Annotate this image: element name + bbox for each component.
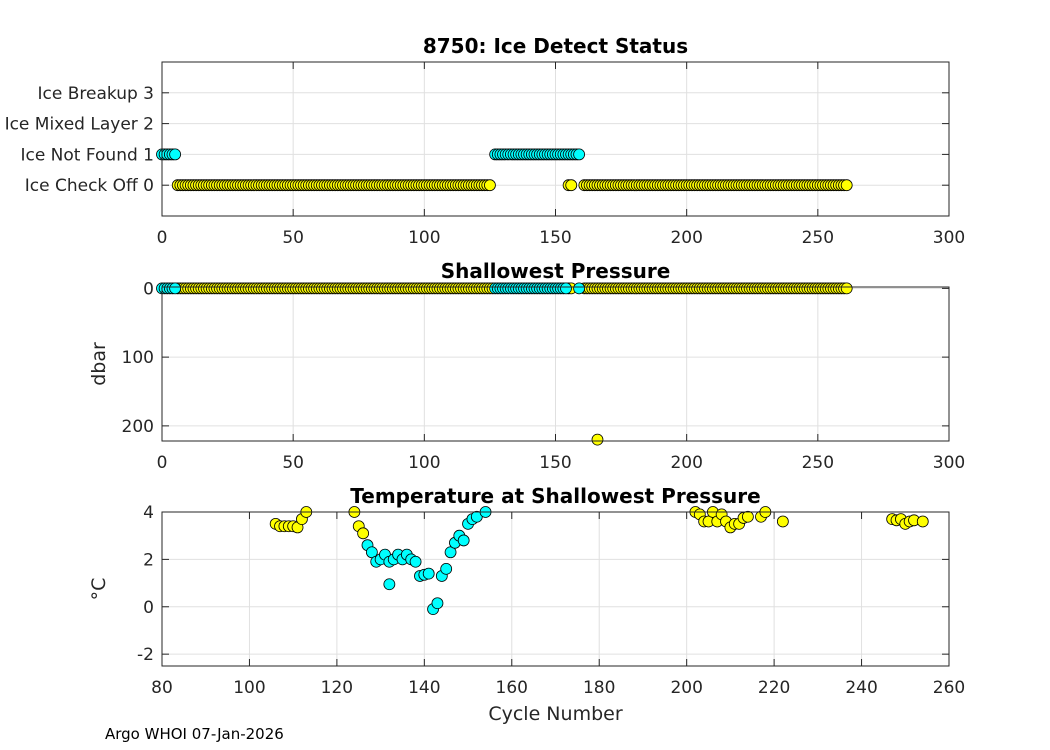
x-tick-label: 140 [408,678,440,698]
y-tick-label: -2 [137,645,154,665]
data-point-ice-not-found [741,510,754,523]
data-point-ice-detected [409,555,422,568]
axes-box [161,511,950,667]
chart-title: Shallowest Pressure [441,259,671,283]
chart-title: Temperature at Shallowest Pressure [350,484,760,508]
y-tick-label: 0 [143,279,154,299]
x-tick-label: 120 [321,678,353,698]
x-tick-label: 0 [157,228,168,248]
data-point-ice-not-found [916,515,929,528]
data-point-ice-detected [365,546,378,559]
data-point-ice-detected [169,148,182,161]
x-tick-label: 100 [408,228,440,248]
data-point-ice-not-found [565,179,578,192]
x-tick-label: 150 [539,228,571,248]
shallowest-pressure-panel: 0 50 100 150 200 250 300 0 100 200 Shallowest Pres… [88,259,965,473]
y-tick-label: Ice Check Off 0 [25,176,154,196]
data-point-ice-detected [573,282,586,295]
x-tick-label: 240 [845,678,877,698]
x-tick-label: 0 [157,453,168,473]
y-tick-label: 2 [143,550,154,570]
y-tick-label: Ice Mixed Layer 2 [5,115,154,135]
data-point-ice-detected [169,282,182,295]
data-point-ice-detected [383,578,396,591]
x-tick-label: 50 [282,228,304,248]
plot-area [162,512,949,666]
x-tick-label: 250 [802,453,834,473]
y-axis-label: dbar [88,342,110,386]
y-tick-label: Ice Not Found 1 [20,145,154,165]
x-tick-label: 300 [933,453,965,473]
x-tick-label: 180 [583,678,615,698]
x-tick-label: 150 [539,453,571,473]
x-tick-label: 200 [670,453,702,473]
chart-title: 8750: Ice Detect Status [423,34,688,58]
y-tick-label: 100 [122,348,154,368]
x-tick-label: 200 [670,228,702,248]
x-tick-label: 250 [802,228,834,248]
x-tick-label: 50 [282,453,304,473]
y-tick-label: 0 [143,598,154,618]
x-tick-label: 220 [758,678,790,698]
data-point-outlier [591,433,604,446]
footer-credit: Argo WHOI 07-Jan-2026 [105,725,284,743]
axes-box [161,61,950,217]
data-point-ice-detected [444,546,457,559]
data-point-ice-not-found [840,179,853,192]
x-tick-label: 100 [408,453,440,473]
data-point-ice-not-found [840,282,853,295]
data-point-ice-detected [457,534,470,547]
y-tick-label: 200 [122,417,154,437]
x-axis-label: Cycle Number [488,703,622,725]
data-point-ice-detected [422,567,435,580]
axes-box [161,286,950,442]
x-tick-label: 200 [670,678,702,698]
ice-detect-status-panel: 0 50 100 150 200 250 300 Ice Check Off 0 Ice Not… [5,34,966,248]
x-tick-label: 260 [933,678,965,698]
x-tick-label: 100 [233,678,265,698]
data-point-ice-not-found [776,515,789,528]
data-point-ice-detected [560,282,572,295]
x-tick-label: 80 [151,678,173,698]
y-tick-label: Ice Breakup 3 [38,84,155,104]
x-tick-label: 300 [933,228,965,248]
y-tick-label: 4 [143,503,154,523]
data-point-ice-detected [431,597,444,610]
temperature-panel: 80 100 120 140 160 180 200 220 240 260 -2 0 2 4 Temper… [88,484,965,725]
data-point-ice-not-found [484,179,496,192]
x-tick-label: 160 [496,678,528,698]
data-point-ice-detected [573,148,586,161]
data-point-ice-detected [440,562,453,575]
y-axis-label: °C [88,578,110,601]
data-point-ice-not-found [357,527,370,540]
